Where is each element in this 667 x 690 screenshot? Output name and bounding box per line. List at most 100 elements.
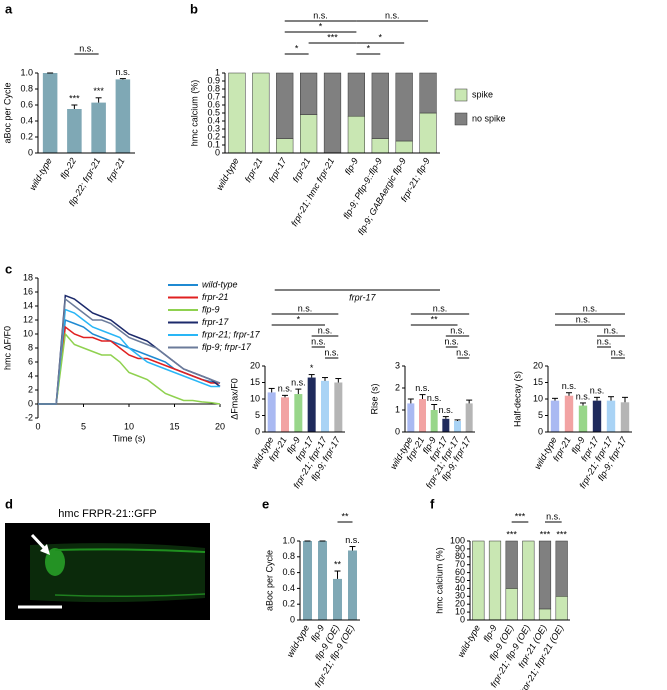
legend-label: frpr-21; frpr-17 xyxy=(202,329,261,339)
panel-letter: d xyxy=(5,496,13,511)
legend-label: wild-type xyxy=(202,279,238,289)
significance: ** xyxy=(341,511,349,521)
x-tick-label: frpr-21 xyxy=(291,156,313,184)
y-tick-label: 0.4 xyxy=(207,115,220,125)
legend-label: no spike xyxy=(472,113,506,123)
y-tick-label: 0.5 xyxy=(207,107,220,117)
significance: n.s. xyxy=(291,377,306,387)
bar-segment xyxy=(538,540,552,610)
legend-label: flp-9 xyxy=(202,304,220,314)
legend-swatch xyxy=(454,88,468,102)
legend-swatch xyxy=(454,112,468,126)
y-tick-label: 0 xyxy=(28,147,33,157)
y-tick-label: 0.6 xyxy=(282,567,295,577)
significance: n.s. xyxy=(604,325,619,335)
significance: ** xyxy=(431,314,439,324)
significance: n.s. xyxy=(576,391,591,401)
bar xyxy=(348,550,357,620)
micrograph xyxy=(5,523,210,620)
group-label: frpr-17 xyxy=(349,292,376,302)
significance: n.s. xyxy=(324,347,339,357)
y-tick-label: 2 xyxy=(395,382,400,392)
y-tick-label: 0 xyxy=(460,614,465,624)
significance: * xyxy=(379,32,383,42)
series-line xyxy=(38,297,221,405)
bar xyxy=(454,421,461,432)
bar-segment xyxy=(395,72,413,142)
y-tick-label: 40 xyxy=(455,583,465,593)
y-tick-label: 0.6 xyxy=(20,99,33,109)
y-tick-label: 0.8 xyxy=(20,83,33,93)
y-tick-label: 10 xyxy=(455,606,465,616)
legend-label: frpr-21 xyxy=(202,292,228,302)
significance: n.s. xyxy=(311,336,326,346)
bar-segment xyxy=(555,540,568,597)
y-tick-label: 0.2 xyxy=(207,131,220,141)
significance: * xyxy=(297,314,301,324)
bar-segment xyxy=(300,114,318,154)
panel-letter: e xyxy=(262,496,269,511)
arrow-head xyxy=(40,544,50,555)
x-tick-label: wild-type xyxy=(214,156,240,192)
panel-letter: f xyxy=(430,496,435,511)
bar xyxy=(333,578,342,620)
y-tick-label: 0 xyxy=(215,147,220,157)
y-tick-label: 10 xyxy=(23,328,33,338)
x-axis-label: Time (s) xyxy=(113,433,146,443)
bar-segment xyxy=(276,138,294,154)
significance: n.s. xyxy=(278,384,293,394)
bar-segment xyxy=(323,72,342,154)
y-tick-label: 30 xyxy=(455,591,465,601)
y-axis-label: hmc calcium (%) xyxy=(189,80,199,147)
y-tick-label: 0.3 xyxy=(207,123,220,133)
bar-segment xyxy=(472,540,485,621)
y-tick-label: -2 xyxy=(25,412,33,422)
y-tick-label: 0.2 xyxy=(282,599,295,609)
panel-letter: a xyxy=(5,1,13,16)
y-axis-label: aBoc per Cycle xyxy=(264,550,274,611)
y-tick-label: 90 xyxy=(455,543,465,553)
y-tick-label: 2 xyxy=(28,384,33,394)
bar xyxy=(334,382,343,432)
bar-segment xyxy=(419,112,437,154)
x-tick-label: flp-22 xyxy=(58,156,78,180)
significance: n.s. xyxy=(456,347,471,357)
y-tick-label: 0 xyxy=(290,614,295,624)
legend-label: flp-9; frpr-17 xyxy=(202,342,252,352)
y-tick-label: 0 xyxy=(538,426,543,436)
series-line xyxy=(38,332,221,405)
y-tick-label: 0.6 xyxy=(207,99,220,109)
significance: * xyxy=(310,363,314,373)
image-title: hmc FRPR-21::GFP xyxy=(58,508,156,520)
significance: *** xyxy=(540,529,551,539)
x-tick-label: 10 xyxy=(124,421,134,431)
x-tick-label: frpr-21 xyxy=(105,156,127,184)
panel-letter: c xyxy=(5,261,12,276)
bar-segment xyxy=(371,138,389,154)
significance: n.s. xyxy=(611,347,626,357)
bar-segment xyxy=(505,540,518,589)
y-axis-label: Half-decay (s) xyxy=(512,371,522,427)
y-tick-label: 5 xyxy=(255,410,260,420)
significance: n.s. xyxy=(590,386,605,396)
worm-body xyxy=(30,543,205,603)
y-tick-label: 0.8 xyxy=(282,551,295,561)
bar-segment xyxy=(276,72,294,139)
significance: * xyxy=(319,21,323,31)
y-tick-label: 14 xyxy=(23,300,33,310)
bar-segment xyxy=(505,588,518,621)
y-tick-label: 1 xyxy=(395,404,400,414)
bar xyxy=(564,395,574,432)
bar-segment xyxy=(395,140,413,154)
bar xyxy=(91,102,106,153)
significance: *** xyxy=(69,93,80,103)
y-axis-label: Rise (s) xyxy=(369,383,379,414)
bar xyxy=(115,79,131,153)
x-tick-label: wild-type xyxy=(27,156,53,192)
y-tick-label: 1 xyxy=(215,67,220,77)
significance: n.s. xyxy=(79,43,94,53)
panel-letter: b xyxy=(190,1,198,16)
x-tick-label: wild-type xyxy=(285,623,311,659)
y-tick-label: 0.1 xyxy=(207,139,220,149)
